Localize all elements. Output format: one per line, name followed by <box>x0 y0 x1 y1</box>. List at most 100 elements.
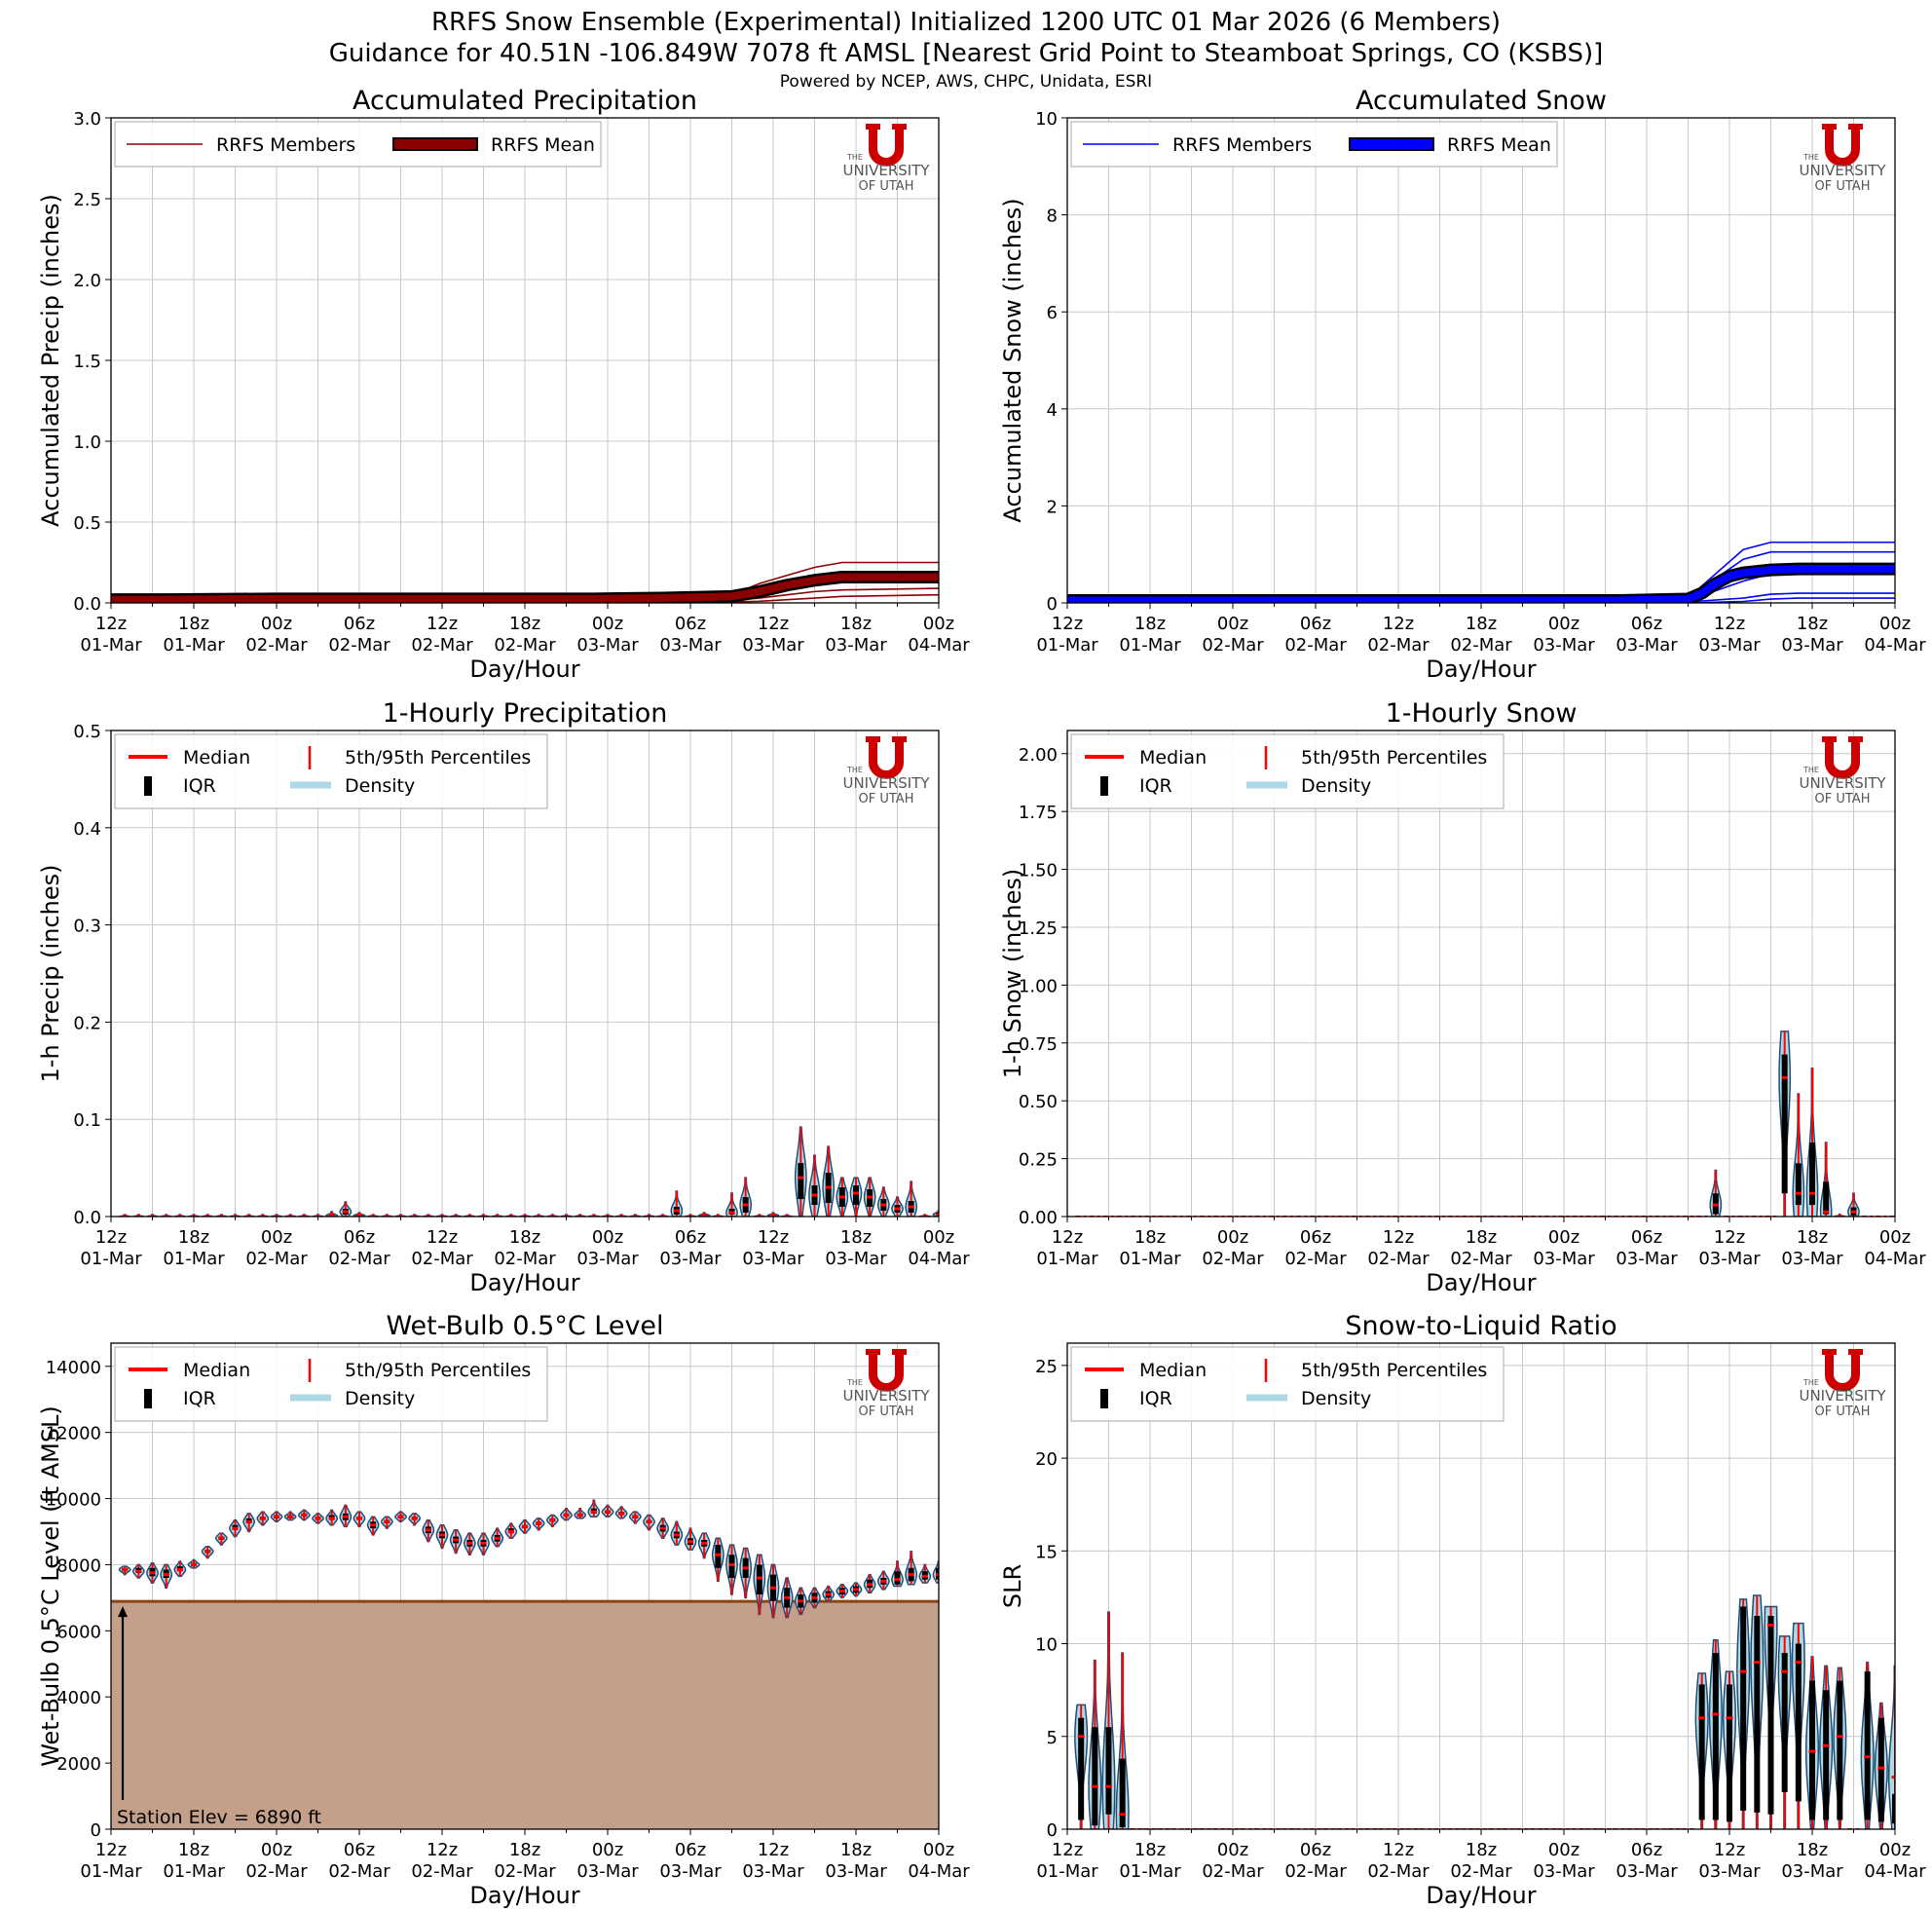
violin-7 <box>201 1546 214 1559</box>
x-tick-label-day: 03-Mar <box>576 1861 639 1882</box>
utah-u-block-icon <box>1822 1349 1863 1392</box>
x-tick-label-hour: 18z <box>840 614 872 634</box>
y-tick-label: 0.00 <box>1019 1208 1058 1228</box>
x-tick-label-day: 03-Mar <box>825 635 887 656</box>
y-tick-label: 10 <box>1035 1635 1058 1656</box>
legend-label-density: Density <box>345 775 415 797</box>
plot-area <box>111 1499 939 1829</box>
violin-59 <box>918 1563 932 1584</box>
panel-title: Accumulated Snow <box>1356 86 1607 116</box>
violin-57 <box>891 1196 904 1217</box>
y-tick-label: 1.0 <box>73 432 101 453</box>
x-tick-label-day: 01-Mar <box>1119 1861 1181 1882</box>
x-tick-label-hour: 00z <box>592 614 623 634</box>
violin-37 <box>614 1506 628 1519</box>
terrain-fill <box>111 1601 939 1829</box>
x-tick-label-day: 02-Mar <box>1450 1861 1512 1882</box>
x-tick-label-hour: 18z <box>178 1840 209 1860</box>
y-tick-label: 2000 <box>56 1754 101 1775</box>
x-tick-label-day: 03-Mar <box>742 1249 804 1269</box>
x-tick-label-day: 03-Mar <box>1533 635 1595 656</box>
legend: Median 5th/95th Percentiles IQR Density <box>114 1346 548 1422</box>
iqr-box <box>1823 1181 1830 1215</box>
mean-line <box>111 573 939 603</box>
x-tick-label-day: 04-Mar <box>908 635 970 656</box>
violin-54 <box>1805 1068 1819 1217</box>
utah-u-block-icon <box>866 124 907 167</box>
x-tick-label-hour: 00z <box>1548 614 1579 634</box>
iqr-box <box>1781 1653 1788 1792</box>
y-tick-label: 0.50 <box>1019 1092 1058 1112</box>
y-tick-label: 0.5 <box>73 722 101 742</box>
x-tick-label-day: 04-Mar <box>1864 1861 1926 1882</box>
iqr-box <box>1823 1690 1830 1820</box>
y-tick-label: 0.2 <box>73 1013 101 1033</box>
x-tick-label-day: 03-Mar <box>742 635 804 656</box>
violin-33 <box>560 1507 573 1521</box>
x-tick-label-day: 02-Mar <box>245 1249 308 1269</box>
iqr-box <box>1119 1758 1126 1828</box>
violin-54 <box>1804 1656 1820 1829</box>
x-tick-label-hour: 18z <box>1466 614 1497 634</box>
x-tick-label-day: 03-Mar <box>659 635 722 656</box>
legend-label-members: RRFS Members <box>1172 134 1312 156</box>
violin-1 <box>1074 1704 1089 1829</box>
logo-university-text: UNIVERSITY <box>842 774 930 792</box>
x-tick-label-hour: 12z <box>1052 1840 1083 1860</box>
x-tick-label-day: 02-Mar <box>245 635 308 656</box>
x-tick-label-day: 03-Mar <box>1616 1249 1678 1269</box>
x-tick-label-day: 01-Mar <box>80 635 142 656</box>
iqr-box <box>1698 1684 1705 1820</box>
x-tick-label-day: 03-Mar <box>1698 635 1761 656</box>
x-tick-label-day: 02-Mar <box>1367 1249 1430 1269</box>
x-tick-label-hour: 12z <box>758 1840 789 1860</box>
x-tick-label-day: 02-Mar <box>328 1249 390 1269</box>
iqr-box <box>1864 1671 1871 1820</box>
y-tick-label: 0 <box>91 1820 101 1841</box>
violin-32 <box>545 1514 559 1528</box>
x-tick-label-hour: 12z <box>1052 614 1083 634</box>
violin-57 <box>891 1560 904 1588</box>
x-tick-label-hour: 06z <box>1300 1227 1331 1248</box>
x-tick-label-day: 02-Mar <box>1367 635 1430 656</box>
iqr-box <box>894 1571 901 1585</box>
x-tick-label-day: 03-Mar <box>659 1249 722 1269</box>
violin-30 <box>518 1518 532 1534</box>
x-tick-label-hour: 00z <box>1548 1840 1579 1860</box>
violin-60 <box>932 1560 939 1584</box>
x-tick-label-day: 03-Mar <box>576 1249 639 1269</box>
violin-27 <box>477 1532 490 1556</box>
x-tick-label-day: 01-Mar <box>163 1249 225 1269</box>
y-tick-label: 5 <box>1047 1728 1058 1748</box>
x-tick-label-day: 03-Mar <box>742 1861 804 1882</box>
y-tick-label: 4 <box>1047 400 1058 421</box>
violin-11 <box>256 1511 270 1526</box>
violin-5 <box>173 1560 187 1578</box>
plot-area <box>1067 541 1895 603</box>
x-tick-label-hour: 06z <box>1300 614 1331 634</box>
x-tick-label-day: 02-Mar <box>328 635 390 656</box>
x-tick-label-hour: 00z <box>1879 614 1911 634</box>
violin-17 <box>339 1201 353 1217</box>
violin-57 <box>1847 1192 1860 1217</box>
x-tick-label-day: 04-Mar <box>1864 1249 1926 1269</box>
legend-label-density: Density <box>1301 1388 1371 1409</box>
x-tick-label-day: 03-Mar <box>576 635 639 656</box>
violin-53 <box>1791 1622 1805 1829</box>
y-tick-label: 2.0 <box>73 271 101 291</box>
y-tick-label: 2 <box>1047 497 1058 517</box>
violin-39 <box>643 1514 655 1531</box>
x-tick-label-hour: 18z <box>1797 1840 1828 1860</box>
violin-50 <box>794 1587 807 1616</box>
x-tick-label-day: 02-Mar <box>494 1861 556 1882</box>
station-arrow-head <box>118 1606 128 1618</box>
x-tick-label-day: 02-Mar <box>1284 1249 1347 1269</box>
x-axis-label: Day/Hour <box>469 1882 579 1909</box>
y-tick-label: 1.75 <box>1019 803 1058 823</box>
violin-45 <box>725 1544 738 1595</box>
violin-58 <box>905 1180 918 1217</box>
figure-title-line2: Guidance for 40.51N -106.849W 7078 ft AM… <box>329 39 1604 68</box>
